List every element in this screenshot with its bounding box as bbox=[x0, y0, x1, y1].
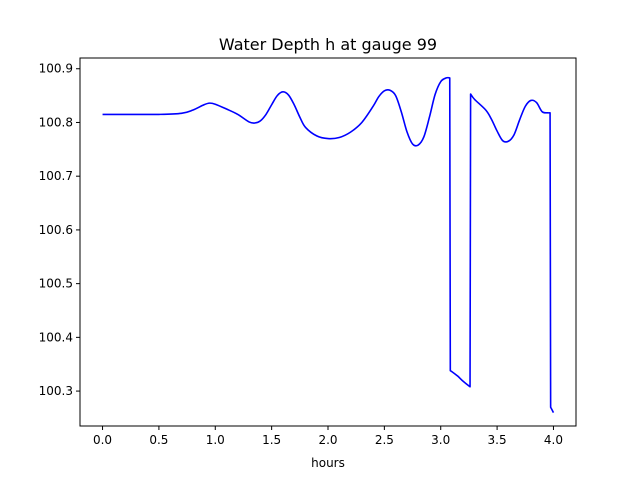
y-tick-label: 100.8 bbox=[39, 115, 73, 129]
x-tick-label: 1.5 bbox=[262, 433, 281, 447]
x-tick-label: 0.5 bbox=[149, 433, 168, 447]
x-tick-label: 2.0 bbox=[318, 433, 337, 447]
y-tick-label: 100.5 bbox=[39, 277, 73, 291]
y-tick-label: 100.9 bbox=[39, 62, 73, 76]
x-tick-label: 0.0 bbox=[93, 433, 112, 447]
y-tick-label: 100.6 bbox=[39, 223, 73, 237]
x-axis-label: hours bbox=[311, 456, 345, 470]
x-tick-label: 3.0 bbox=[431, 433, 450, 447]
plot-frame bbox=[79, 57, 577, 427]
series-line-0 bbox=[102, 76, 555, 413]
chart-title: Water Depth h at gauge 99 bbox=[219, 35, 437, 54]
y-tick-label: 100.4 bbox=[39, 330, 73, 344]
y-tick-label: 100.7 bbox=[39, 169, 73, 183]
y-tick-label: 100.3 bbox=[39, 384, 73, 398]
axis-ticks: 0.0 0.5 1.0 1.5 2.0 2.5 3.0 3.5 4.0 100.3 100.4 100… bbox=[39, 62, 563, 447]
x-tick-label: 3.5 bbox=[488, 433, 507, 447]
x-tick-label: 2.5 bbox=[375, 433, 394, 447]
x-tick-label: 4.0 bbox=[544, 433, 563, 447]
x-tick-label: 1.0 bbox=[206, 433, 225, 447]
series-layer bbox=[102, 76, 555, 413]
